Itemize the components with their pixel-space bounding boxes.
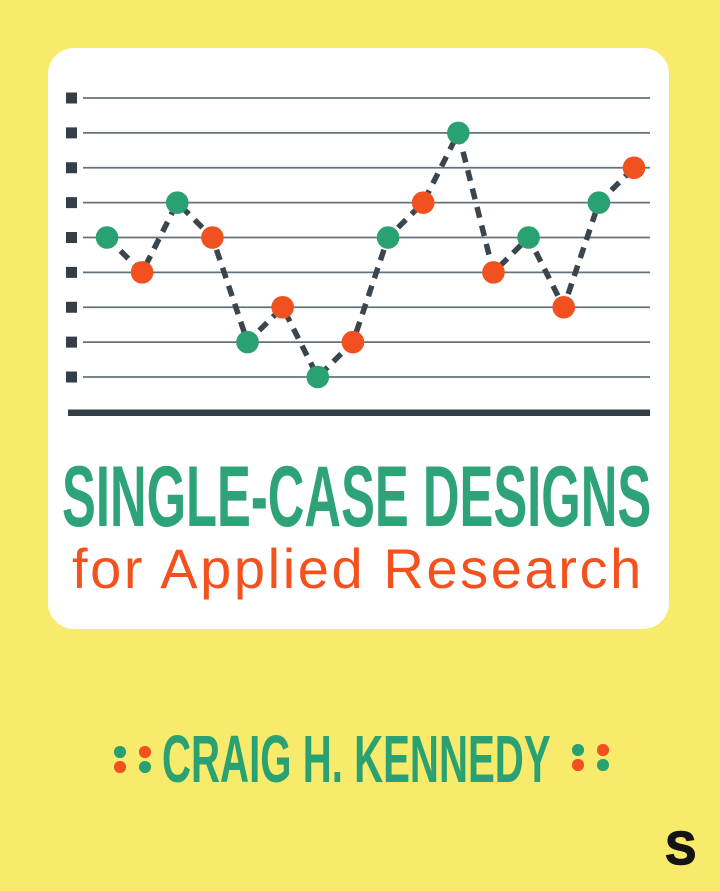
decorative-dot	[114, 761, 126, 773]
author-name: CRAIG H. KENNEDY	[162, 722, 551, 797]
data-point-marker	[552, 295, 576, 319]
decorative-dot	[572, 744, 584, 756]
page-subtitle: for Applied Research	[72, 537, 644, 600]
author-decoration-right	[572, 744, 609, 771]
decorative-dot	[139, 746, 151, 758]
axis-tick-square	[66, 301, 77, 313]
data-point-marker	[622, 156, 646, 180]
data-point-marker	[236, 330, 259, 354]
decorative-dot	[572, 759, 584, 771]
decorative-dot	[114, 746, 126, 758]
data-point-marker	[587, 191, 611, 214]
data-point-marker	[482, 261, 505, 284]
axis-tick-square	[66, 371, 77, 383]
axis-tick-square	[66, 162, 77, 174]
decorative-dot	[597, 759, 609, 771]
decorative-dot	[139, 761, 151, 773]
axis-tick-square	[66, 266, 77, 278]
axis-tick-square	[66, 336, 77, 348]
data-point-marker	[341, 330, 365, 354]
line-chart	[66, 92, 650, 416]
author-decoration-left	[114, 746, 151, 773]
data-path	[105, 125, 636, 382]
axis-tick-square	[66, 127, 77, 139]
data-point-marker	[165, 191, 189, 214]
data-point-marker	[306, 365, 330, 389]
axis-tick-square	[66, 197, 77, 209]
axis-tick-square	[66, 92, 77, 104]
x-axis	[68, 409, 650, 416]
data-point-marker	[411, 191, 435, 214]
decorative-dot	[597, 744, 609, 756]
data-point-marker	[201, 226, 224, 249]
chart-card: SINGLE-CASE DESIGNS for Applied Research	[48, 48, 669, 629]
data-point-marker	[517, 226, 540, 249]
axis-tick-square	[66, 232, 77, 243]
page-title: SINGLE-CASE DESIGNS	[62, 449, 652, 545]
publisher-logo: S	[665, 822, 697, 874]
data-point-marker	[271, 295, 294, 319]
data-point-marker	[95, 226, 119, 249]
data-point-marker	[376, 226, 400, 249]
data-point-marker	[130, 261, 154, 284]
data-point-marker	[447, 121, 470, 145]
